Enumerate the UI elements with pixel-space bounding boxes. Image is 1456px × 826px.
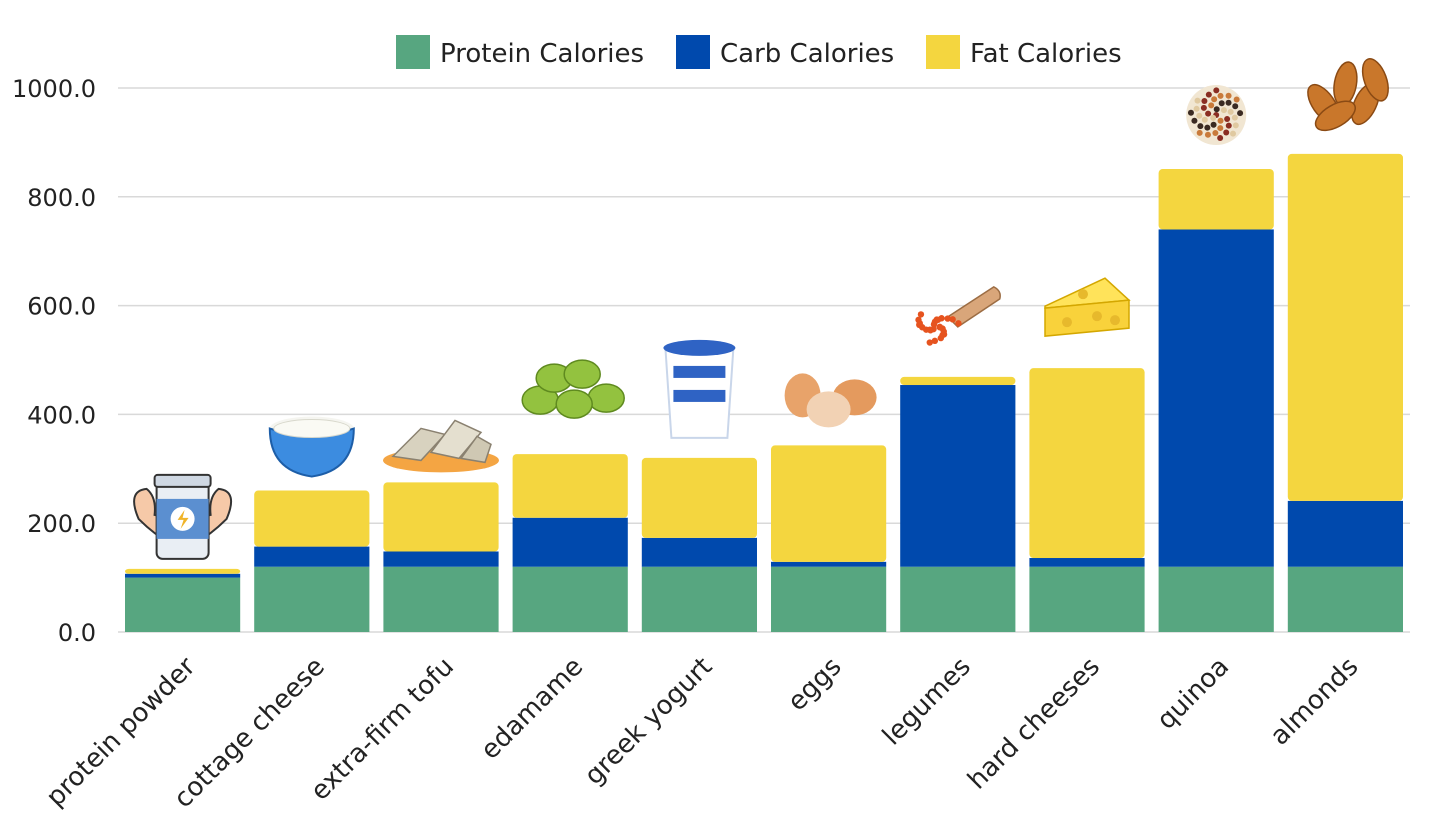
y-axis-ticks: 0.0 200.0 400.0 600.0 800.0 1000.0	[12, 75, 96, 647]
bar-legumes	[900, 376, 1016, 632]
bar-quinoa	[1158, 169, 1274, 632]
bar-segment-protein-calories	[125, 577, 241, 632]
quinoa-icon	[1186, 85, 1247, 146]
y-tick-label: 200.0	[27, 510, 96, 538]
bar-segment-fat-calories	[1029, 368, 1145, 559]
lentils-icon	[915, 286, 1001, 346]
bar-segment-fat-calories	[254, 490, 370, 547]
eggs-icon	[784, 373, 877, 428]
cheese-wedge-icon	[1044, 277, 1131, 337]
y-tick-label: 1000.0	[12, 75, 96, 103]
bar-segment-protein-calories	[771, 566, 887, 632]
legend-swatch	[926, 35, 960, 69]
greek-yogurt-icon	[663, 339, 736, 439]
tofu-icon	[383, 419, 499, 473]
category-label: edamame	[475, 652, 589, 766]
y-tick-label: 600.0	[27, 293, 96, 321]
bar-segment-carb-calories	[383, 551, 499, 567]
bar-segment-carb-calories	[512, 517, 628, 567]
legend-swatch	[396, 35, 430, 69]
edamame-icon	[521, 359, 625, 419]
legend-label: Protein Calories	[440, 39, 644, 69]
bar-segment-protein-calories	[900, 566, 1016, 632]
legend-item-carb-calories: Carb Calories	[676, 35, 894, 69]
bar-eggs	[771, 445, 887, 632]
legend-item-protein-calories: Protein Calories	[396, 35, 644, 69]
bar-segment-carb-calories	[125, 573, 241, 578]
bar-segment-carb-calories	[771, 561, 887, 567]
category-label: greek yogurt	[579, 652, 718, 791]
legend-label: Fat Calories	[970, 39, 1122, 69]
bar-segment-fat-calories	[512, 454, 628, 518]
bar-segment-protein-calories	[383, 566, 499, 632]
bar-segment-fat-calories	[1287, 153, 1403, 501]
legend-item-fat-calories: Fat Calories	[926, 35, 1122, 69]
category-icons	[133, 58, 1389, 560]
bar-extra-firm-tofu	[383, 482, 499, 632]
bar-segment-carb-calories	[254, 546, 370, 567]
cottage-cheese-icon	[268, 416, 355, 478]
bar-segment-carb-calories	[1158, 229, 1274, 567]
legend-label: Carb Calories	[720, 39, 894, 69]
y-tick-label: 0.0	[58, 619, 96, 647]
bar-segment-carb-calories	[900, 385, 1016, 567]
protein-powder-icon	[133, 473, 233, 560]
legend: Protein Calories Carb Calories Fat Calorie…	[396, 35, 1122, 69]
bar-segment-fat-calories	[771, 445, 887, 562]
category-label: almonds	[1265, 652, 1365, 752]
category-label: quinoa	[1151, 652, 1235, 736]
almonds-icon	[1307, 58, 1389, 132]
category-label: legumes	[877, 652, 977, 752]
bar-segment-protein-calories	[254, 566, 370, 632]
legend-swatch	[676, 35, 710, 69]
category-label: eggs	[782, 652, 847, 717]
bar-segment-protein-calories	[512, 566, 628, 632]
bar-cottage-cheese	[254, 490, 370, 632]
bar-greek-yogurt	[641, 457, 757, 632]
bar-segment-fat-calories	[125, 568, 241, 574]
bar-segment-carb-calories	[1287, 500, 1403, 567]
bar-segment-carb-calories	[641, 537, 757, 567]
bar-segment-protein-calories	[1158, 566, 1274, 632]
bar-almonds	[1287, 153, 1403, 632]
bar-segment-fat-calories	[383, 482, 499, 552]
category-label: hard cheeses	[962, 652, 1106, 796]
bars	[125, 153, 1403, 632]
bar-edamame	[512, 454, 628, 632]
bar-segment-protein-calories	[641, 566, 757, 632]
bar-segment-protein-calories	[1029, 566, 1145, 632]
y-tick-label: 800.0	[27, 184, 96, 212]
bar-segment-fat-calories	[900, 376, 1016, 386]
y-tick-label: 400.0	[27, 401, 96, 429]
bar-segment-fat-calories	[641, 457, 757, 538]
bar-segment-protein-calories	[1287, 566, 1403, 632]
bar-hard-cheeses	[1029, 368, 1145, 632]
bar-segment-fat-calories	[1158, 169, 1274, 230]
bar-protein-powder	[125, 568, 241, 632]
bar-segment-carb-calories	[1029, 558, 1145, 567]
